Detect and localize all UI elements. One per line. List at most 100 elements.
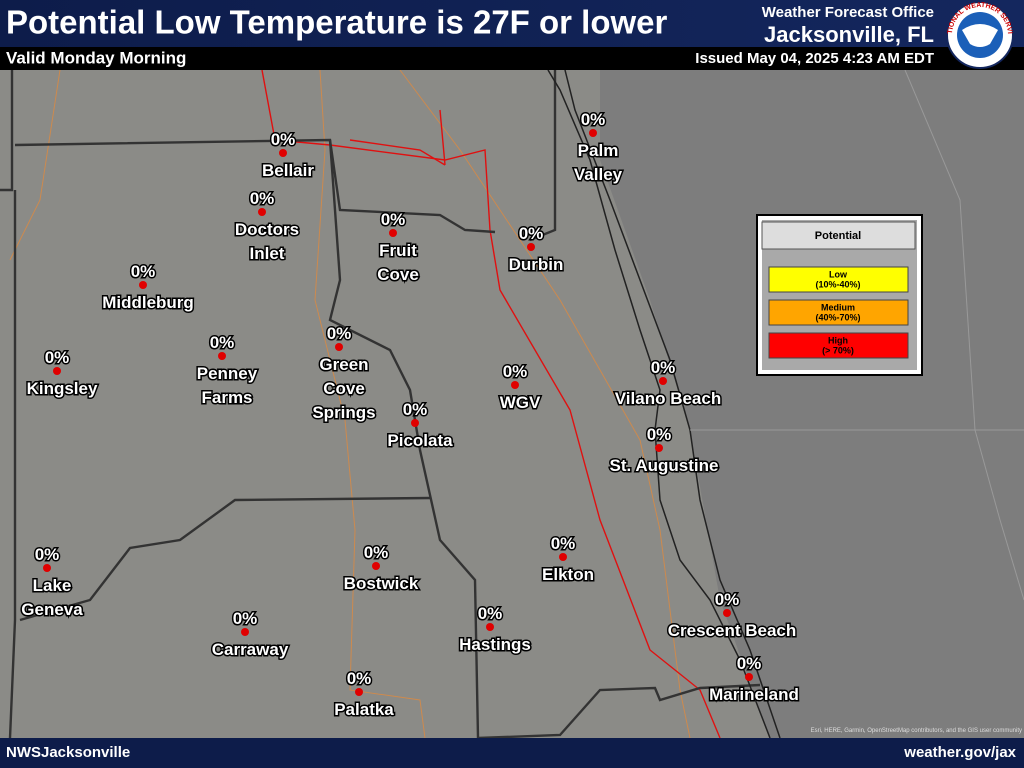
- location-value: 0%: [647, 425, 672, 444]
- location-dot: [511, 381, 519, 389]
- location-value: 0%: [327, 324, 352, 343]
- legend-title: Potential: [815, 230, 861, 242]
- location-value: 0%: [233, 609, 258, 628]
- location-name: Elkton: [542, 565, 594, 584]
- location-dot: [218, 352, 226, 360]
- location-dot: [745, 673, 753, 681]
- legend-swatch: [768, 299, 909, 326]
- location-dot: [258, 208, 266, 216]
- location-dot: [389, 229, 397, 237]
- attribution: Esri, HERE, Garmin, OpenStreetMap contri…: [811, 728, 1022, 734]
- boundaries-red: [261, 69, 721, 739]
- location-name: Fruit: [379, 241, 417, 260]
- issued: Issued May 04, 2025 4:23 AM EDT: [695, 50, 934, 67]
- location-dot: [139, 281, 147, 289]
- location-name: Springs: [312, 403, 375, 422]
- legend-range: (40%-70%): [815, 312, 860, 322]
- location-value: 0%: [364, 543, 389, 562]
- location-dot: [335, 343, 343, 351]
- location-dot: [723, 609, 731, 617]
- location-value: 0%: [381, 210, 406, 229]
- location-name: Bostwick: [344, 574, 419, 593]
- location-dot: [486, 623, 494, 631]
- location-value: 0%: [271, 130, 296, 149]
- location-name: Cove: [377, 265, 419, 284]
- location-dot: [659, 377, 667, 385]
- location-name: Inlet: [250, 244, 285, 263]
- logo-cloud: [962, 24, 998, 47]
- location-dot: [241, 628, 249, 636]
- location-name: Farms: [201, 388, 252, 407]
- legend-swatch: [768, 266, 909, 293]
- location-name: Valley: [574, 165, 623, 184]
- location-name: Geneva: [21, 600, 83, 619]
- location-name: Penney: [197, 364, 258, 383]
- legend-label: Medium: [821, 302, 855, 312]
- location-dot: [372, 562, 380, 570]
- location-dot: [53, 367, 61, 375]
- locations: 0% Bellair 0% Doctors Inlet 0% Middleburg 0% Kin…: [20, 109, 801, 721]
- location-name: Carraway: [212, 640, 289, 659]
- location-dot: [559, 553, 567, 561]
- location-name: Bellair: [262, 161, 314, 180]
- location-name: Green: [319, 355, 368, 374]
- location-name: Middleburg: [102, 293, 194, 312]
- location-name: Doctors: [235, 220, 299, 239]
- location-name: Durbin: [509, 255, 564, 274]
- location-name: Kingsley: [27, 379, 98, 398]
- location-value: 0%: [737, 654, 762, 673]
- location-name: Palm: [578, 141, 619, 160]
- office: Weather Forecast Office: [762, 4, 934, 21]
- location-value: 0%: [403, 400, 428, 419]
- location-name: Palatka: [334, 700, 394, 719]
- location-name: Marineland: [709, 685, 799, 704]
- location-name: Crescent Beach: [668, 621, 797, 640]
- location-name: Vilano Beach: [615, 389, 721, 408]
- roads: [9, 69, 691, 739]
- location-name: Lake: [33, 576, 72, 595]
- location-value: 0%: [478, 604, 503, 623]
- location-value: 0%: [551, 534, 576, 553]
- legend-swatch: [768, 332, 909, 359]
- location-value: 0%: [503, 362, 528, 381]
- location-value: 0%: [519, 224, 544, 243]
- legend-range: (> 70%): [822, 345, 854, 355]
- office-location: Jacksonville, FL: [764, 22, 934, 47]
- legend-label: High: [828, 335, 848, 345]
- location-name: WGV: [500, 393, 541, 412]
- location-name: Picolata: [387, 431, 453, 450]
- location-value: 0%: [35, 545, 60, 564]
- subtitle: Valid Monday Morning: [6, 48, 186, 67]
- location-name: Cove: [323, 379, 365, 398]
- location-value: 0%: [581, 110, 606, 129]
- footer-right: weather.gov/jax: [903, 744, 1016, 761]
- location-dot: [279, 149, 287, 157]
- location-name: Hastings: [459, 635, 531, 654]
- legend-label: Low: [829, 269, 848, 279]
- legend-range: (10%-40%): [815, 279, 860, 289]
- location-value: 0%: [715, 590, 740, 609]
- header-bar: [0, 0, 1024, 47]
- boundaries: [0, 70, 761, 740]
- location-dot: [527, 243, 535, 251]
- legend: Potential Low(10%-40%) Medium(40%-70%) Hig…: [756, 214, 923, 376]
- title: Potential Low Temperature is 27F or lowe…: [6, 4, 668, 41]
- location-dot: [411, 419, 419, 427]
- footer-left: NWSJacksonville: [6, 744, 130, 761]
- footer-bar: [0, 738, 1024, 768]
- subtitle-bar: [0, 47, 1024, 70]
- location-name: St. Augustine: [610, 456, 719, 475]
- location-value: 0%: [651, 358, 676, 377]
- location-dot: [655, 444, 663, 452]
- location-value: 0%: [347, 669, 372, 688]
- location-value: 0%: [210, 333, 235, 352]
- location-value: 0%: [131, 262, 156, 281]
- location-dot: [355, 688, 363, 696]
- location-dot: [589, 129, 597, 137]
- location-value: 0%: [45, 348, 70, 367]
- location-value: 0%: [250, 189, 275, 208]
- location-dot: [43, 564, 51, 572]
- legend-header: [761, 221, 916, 250]
